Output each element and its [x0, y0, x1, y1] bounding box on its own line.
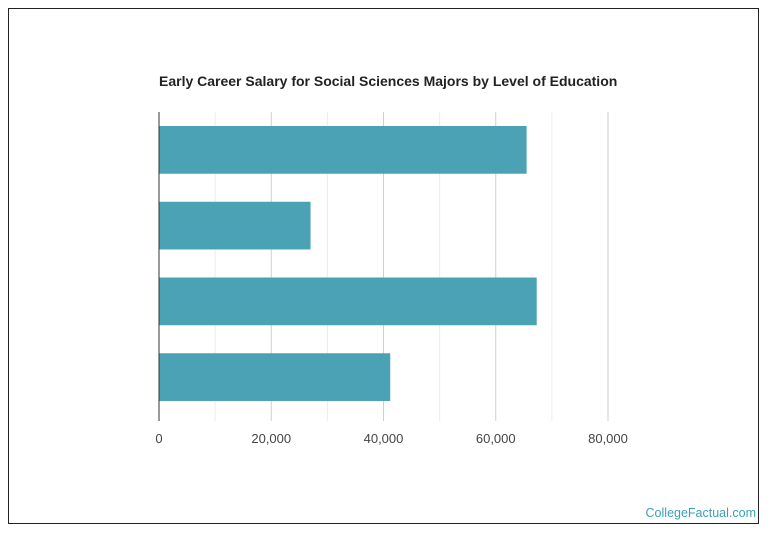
bar-4 — [159, 353, 391, 401]
watermark-link[interactable]: CollegeFactual.com — [645, 506, 756, 520]
x-tick-label: 0 — [155, 431, 162, 446]
x-tick-label: 20,000 — [251, 431, 291, 446]
x-tick-label: 60,000 — [476, 431, 516, 446]
x-axis-ticks: 0 20,000 40,000 60,000 80,000 — [155, 431, 628, 446]
bar-3 — [159, 277, 537, 326]
bar-1 — [159, 126, 527, 174]
bars — [159, 126, 537, 401]
chart-title: Early Career Salary for Social Sciences … — [159, 73, 618, 89]
bar-2 — [159, 201, 311, 250]
x-tick-label: 40,000 — [364, 431, 404, 446]
x-tick-label: 80,000 — [588, 431, 628, 446]
